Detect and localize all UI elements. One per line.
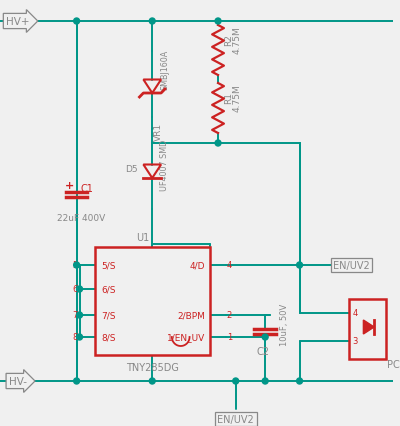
Text: TNY285DG: TNY285DG [126, 362, 179, 372]
Circle shape [74, 378, 80, 384]
Circle shape [149, 378, 155, 384]
Circle shape [215, 141, 221, 147]
Text: EN/UV2: EN/UV2 [333, 260, 370, 271]
Text: 5/S: 5/S [101, 261, 116, 270]
Circle shape [74, 19, 80, 25]
Text: C2: C2 [257, 346, 270, 356]
Text: 8: 8 [72, 333, 78, 342]
Text: HV+: HV+ [6, 17, 30, 27]
Text: UF4007 SMD: UF4007 SMD [160, 140, 169, 191]
Text: 4.75M: 4.75M [233, 84, 242, 112]
Text: 22uF 400V: 22uF 400V [57, 214, 105, 223]
Text: SMBJ160A: SMBJ160A [160, 50, 169, 90]
Text: 4: 4 [227, 261, 232, 270]
Text: 1: 1 [227, 333, 232, 342]
Polygon shape [363, 320, 374, 334]
Circle shape [233, 378, 239, 384]
Text: PC: PC [388, 359, 400, 369]
Text: 10uF, 50V: 10uF, 50V [280, 303, 289, 345]
Text: 4: 4 [352, 309, 358, 318]
FancyBboxPatch shape [95, 248, 210, 355]
Text: C1: C1 [80, 184, 94, 193]
Text: R1: R1 [224, 92, 233, 104]
Circle shape [262, 334, 268, 340]
Circle shape [77, 312, 82, 318]
FancyBboxPatch shape [349, 299, 386, 359]
Text: VR1: VR1 [154, 123, 163, 141]
Text: 7: 7 [72, 311, 78, 320]
Text: 3: 3 [352, 337, 358, 345]
Circle shape [74, 262, 80, 268]
Text: 4.75M: 4.75M [233, 26, 242, 54]
Circle shape [77, 286, 82, 292]
Text: R2: R2 [224, 34, 233, 46]
Circle shape [77, 334, 82, 340]
Circle shape [297, 262, 302, 268]
Text: 6/S: 6/S [101, 285, 116, 294]
Text: D5: D5 [125, 165, 138, 174]
Text: 5: 5 [72, 261, 78, 270]
Circle shape [297, 378, 302, 384]
Circle shape [215, 19, 221, 25]
Text: +: + [64, 181, 74, 190]
Text: U1: U1 [136, 233, 150, 242]
Circle shape [149, 19, 155, 25]
Text: 2/BPM: 2/BPM [177, 311, 205, 320]
Text: 2: 2 [227, 311, 232, 320]
Text: EN/UV2: EN/UV2 [217, 414, 254, 424]
Text: 8/S: 8/S [101, 333, 116, 342]
Text: 7/S: 7/S [101, 311, 116, 320]
Text: 1/EN_UV: 1/EN_UV [167, 333, 205, 342]
Circle shape [262, 378, 268, 384]
Text: 4/D: 4/D [190, 261, 205, 270]
Text: 6: 6 [72, 285, 78, 294]
Text: HV-: HV- [9, 376, 27, 386]
